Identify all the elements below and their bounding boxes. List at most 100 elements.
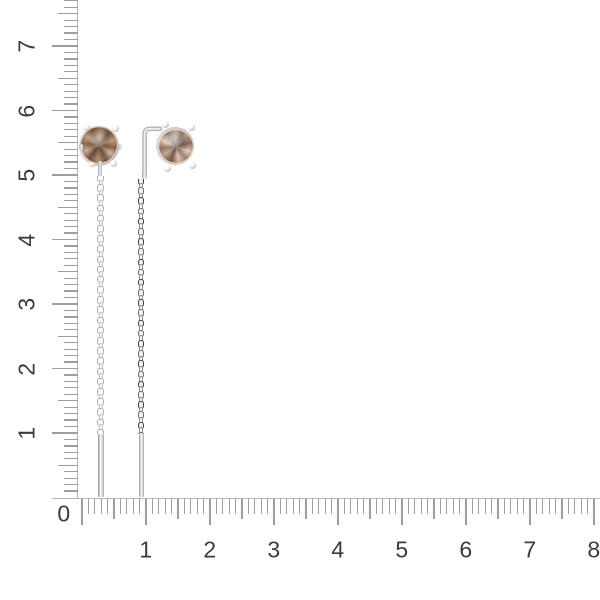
ruler-tick (586, 498, 589, 514)
ruler-tick (574, 498, 576, 514)
ruler-tick (164, 498, 166, 514)
ruler-tick (52, 174, 79, 176)
ruler-tick (64, 342, 79, 344)
ruler-tick (64, 19, 79, 21)
ruler-tick (64, 58, 79, 60)
ruler-tick (64, 258, 79, 260)
ruler-tick (465, 498, 467, 525)
ruler-tick (64, 167, 79, 170)
ruler-tick (490, 498, 493, 514)
ruler-tick (196, 498, 198, 514)
ruler-tick (228, 498, 230, 514)
ruler-tick (58, 335, 79, 337)
ruler-number: 2 (203, 536, 217, 563)
ruler-tick (52, 238, 79, 241)
threader-bar (138, 434, 145, 497)
ruler-tick (64, 103, 79, 105)
ruler-tick (64, 361, 79, 363)
ruler-tick (593, 498, 595, 525)
ruler-tick (222, 498, 224, 514)
ruler-tick (64, 477, 79, 479)
ruler-tick (64, 387, 79, 389)
ruler-tick (58, 77, 79, 79)
ruler-tick (503, 498, 506, 514)
post-collar (142, 170, 148, 179)
ruler-tick (64, 213, 79, 215)
setting-side-tab (117, 144, 122, 150)
ruler-tick (497, 498, 499, 519)
ruler-tick (64, 290, 79, 292)
ruler-tick (318, 498, 320, 514)
ruler-tick (64, 348, 79, 350)
ruler-number: 6 (459, 536, 473, 563)
ruler-tick (64, 374, 79, 376)
ruler-tick (81, 498, 83, 525)
ruler-tick (350, 498, 352, 514)
ruler-tick (58, 13, 79, 15)
ruler-tick (266, 498, 269, 514)
ruler-tick (522, 498, 525, 514)
prong (110, 160, 117, 167)
ruler-tick (452, 498, 454, 514)
ruler-tick (535, 498, 538, 514)
ruler-tick (87, 498, 90, 514)
gemstone (157, 128, 194, 164)
ruler-number: 7 (523, 536, 537, 563)
ruler-horizontal-baseline (52, 497, 600, 499)
ruler-tick (64, 64, 79, 66)
ruler-tick (64, 148, 79, 150)
prong (189, 162, 196, 169)
ruler-tick (58, 271, 79, 273)
setting-side-tab (79, 144, 83, 150)
ruler-tick (580, 498, 582, 514)
ruler-tick (64, 219, 79, 221)
ruler-tick (362, 498, 365, 514)
ruler-tick (382, 498, 384, 514)
ruler-tick (254, 498, 256, 514)
ruler-tick (113, 498, 115, 519)
chain-link (137, 431, 145, 434)
ruler-tick (64, 445, 79, 447)
ruler-tick (542, 498, 544, 514)
ruler-tick (407, 498, 410, 514)
ruler-tick (52, 367, 79, 370)
ruler-tick (64, 84, 79, 86)
ruler-tick (64, 0, 79, 2)
ruler-number: 5 (395, 536, 409, 563)
ruler-tick (388, 498, 390, 514)
chain (96, 176, 106, 434)
prong (163, 164, 171, 172)
ruler-tick (516, 498, 518, 514)
ruler-tick (458, 498, 461, 514)
ruler-tick (414, 498, 416, 514)
ruler-tick (64, 309, 79, 312)
ruler-tick (94, 498, 96, 514)
ruler-tick (119, 498, 122, 514)
ruler-tick (64, 38, 79, 41)
ruler-tick (64, 90, 79, 92)
ruler-tick (324, 498, 326, 514)
ruler-tick (548, 498, 550, 514)
ruler-tick (298, 498, 301, 514)
ruler-tick (64, 187, 79, 189)
ruler-tick (273, 498, 275, 525)
ruler-tick (64, 284, 79, 286)
ruler-tick (292, 498, 294, 514)
ruler-tick (234, 498, 237, 514)
gemstone (80, 125, 118, 164)
ruler-tick (241, 498, 243, 519)
ruler-tick (330, 498, 333, 514)
ruler-tick (64, 329, 79, 331)
prong (112, 124, 119, 132)
ruler-tick (279, 498, 282, 514)
ruler-tick (64, 483, 79, 486)
ruler-tick (158, 498, 160, 514)
ruler-tick (64, 26, 79, 28)
ruler-tick (64, 129, 79, 131)
ruler-tick (64, 264, 79, 266)
ruler-tick (177, 498, 179, 519)
ruler-number: 0 (57, 500, 71, 527)
ruler-tick (64, 316, 79, 318)
ruler-tick (401, 498, 403, 525)
